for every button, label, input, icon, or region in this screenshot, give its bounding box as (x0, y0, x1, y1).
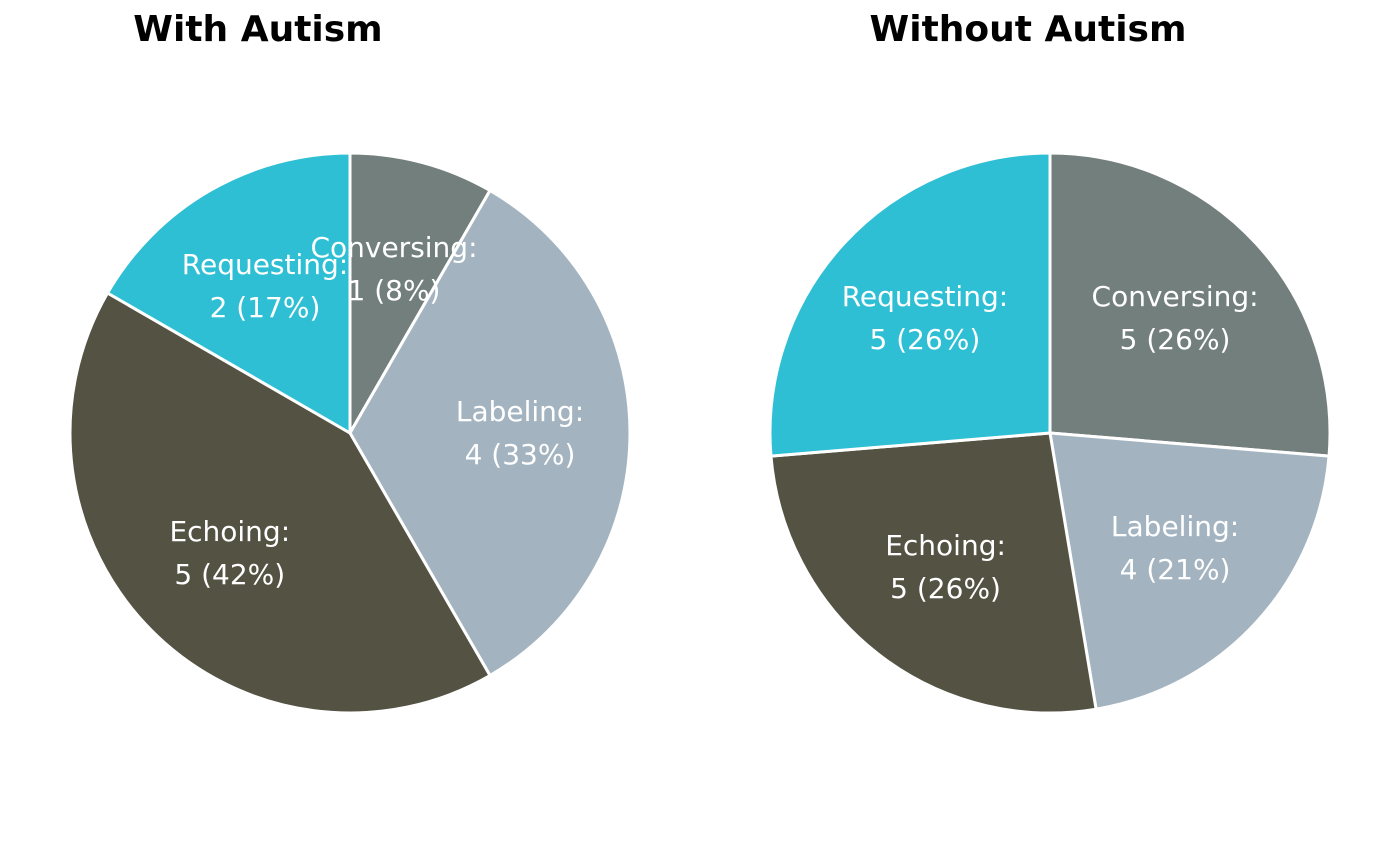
chart-title-with-autism: With Autism (133, 9, 382, 50)
slice-label-name: Requesting: (182, 248, 348, 281)
chart-title-without-autism: Without Autism (870, 9, 1187, 50)
slice-label-name: Conversing: (310, 231, 477, 264)
slice-label-requesting-without-autism: Requesting: 5 (26%) (842, 280, 1008, 356)
slice-label-echoing-without-autism: Echoing: 5 (26%) (885, 529, 1006, 605)
slice-label-name: Conversing: (1092, 280, 1259, 313)
pie-with-autism: With Autism Conversing: 1 (8%) Labeling: 4 … (68, 9, 632, 715)
labels-without-autism: Conversing: 5 (26%) Labeling: 4 (21%) Echoin… (842, 280, 1259, 605)
slice-label-requesting-with-autism: Requesting: 2 (17%) (182, 248, 348, 324)
slice-requesting-without-autism (768, 151, 1052, 458)
slice-label-value: 4 (33%) (465, 438, 576, 471)
labels-with-autism: Conversing: 1 (8%) Labeling: 4 (33%) Echoing… (169, 231, 584, 591)
slice-label-labeling-with-autism: Labeling: 4 (33%) (456, 395, 584, 471)
slice-label-name: Labeling: (456, 395, 584, 428)
slice-label-value: 2 (17%) (210, 291, 321, 324)
slice-requesting-with-autism (105, 151, 352, 436)
slice-label-value: 4 (21%) (1120, 553, 1231, 586)
slice-label-conversing-with-autism: Conversing: 1 (8%) (310, 231, 477, 307)
slice-label-echoing-with-autism: Echoing: 5 (42%) (169, 515, 290, 591)
slice-labeling-without-autism (1048, 431, 1331, 711)
slice-label-name: Echoing: (885, 529, 1006, 562)
slice-label-name: Requesting: (842, 280, 1008, 313)
slice-label-labeling-without-autism: Labeling: 4 (21%) (1111, 510, 1239, 586)
slice-labeling-with-autism (348, 188, 632, 678)
slice-label-value: 5 (26%) (870, 323, 981, 356)
slice-label-value: 5 (26%) (1120, 323, 1231, 356)
slice-label-name: Labeling: (1111, 510, 1239, 543)
slice-label-conversing-without-autism: Conversing: 5 (26%) (1092, 280, 1259, 356)
pie-without-autism: Without Autism Conversing: 5 (26%) Labelin… (768, 9, 1332, 715)
slice-label-value: 1 (8%) (348, 274, 441, 307)
slice-echoing-without-autism (769, 431, 1098, 715)
slices-with-autism (68, 151, 632, 715)
slice-conversing-without-autism (1048, 151, 1332, 458)
slice-label-value: 5 (26%) (890, 572, 1001, 605)
slice-label-name: Echoing: (169, 515, 290, 548)
slice-conversing-with-autism (348, 151, 493, 439)
slice-echoing-with-autism (68, 290, 493, 715)
slices-without-autism (768, 151, 1332, 715)
slice-label-value: 5 (42%) (174, 558, 285, 591)
